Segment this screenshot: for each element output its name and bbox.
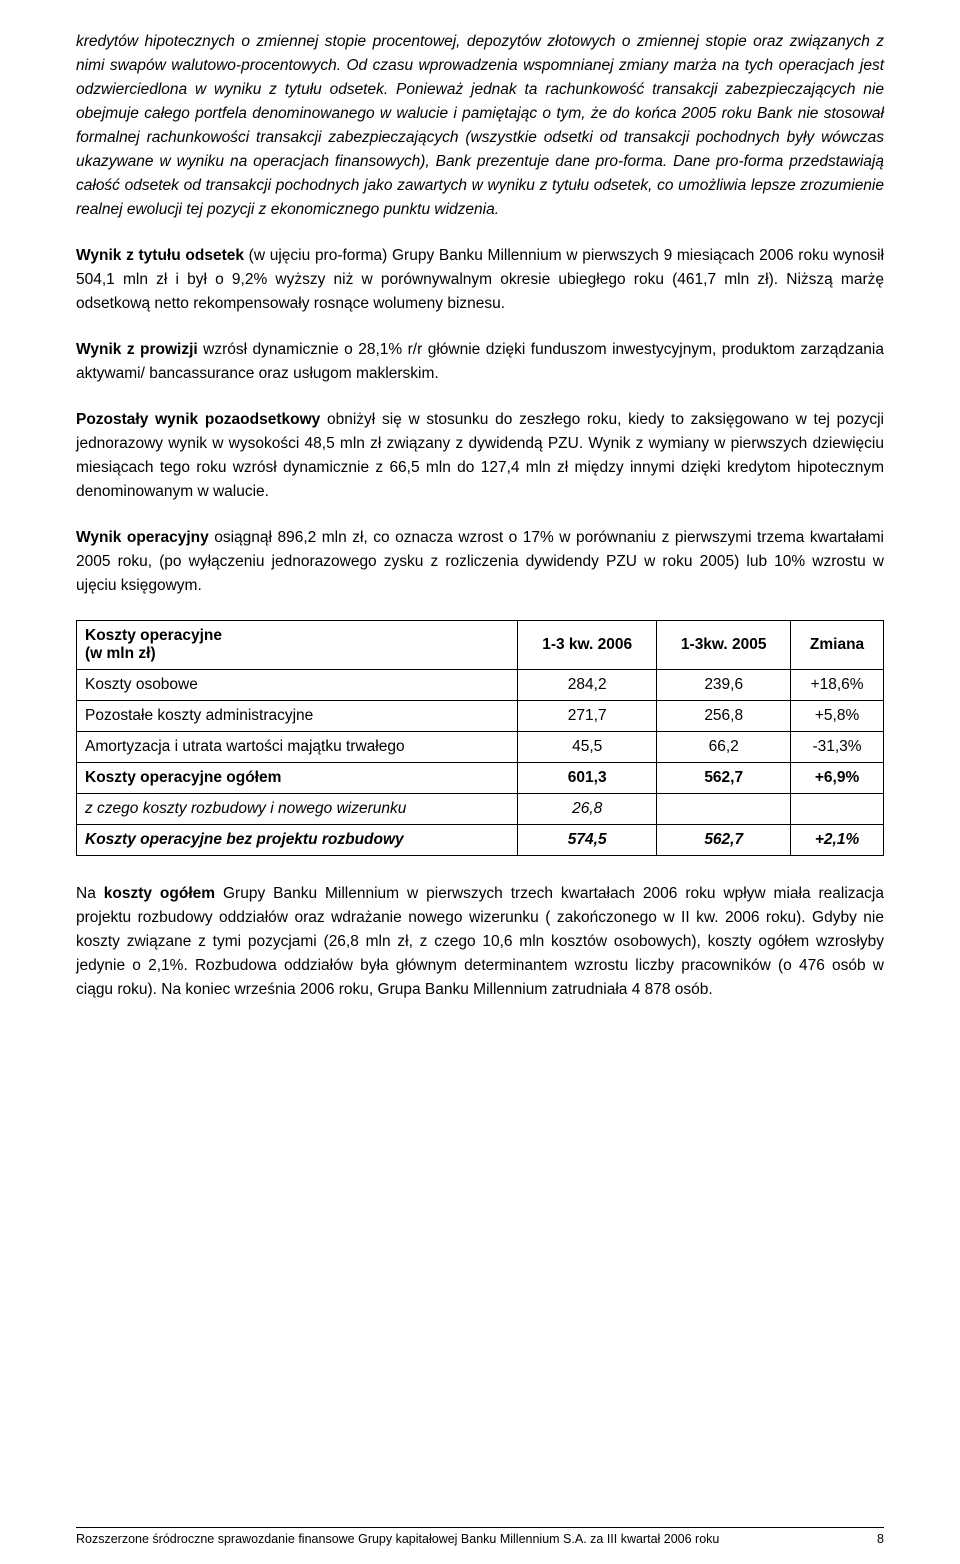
- row-label: z czego koszty rozbudowy i nowego wizeru…: [77, 794, 518, 825]
- header-2005: 1-3kw. 2005: [657, 621, 791, 670]
- page-number: 8: [877, 1532, 884, 1546]
- row-value-2005: 239,6: [657, 670, 791, 701]
- row-change: -31,3%: [791, 732, 884, 763]
- row-label: Pozostałe koszty administracyjne: [77, 701, 518, 732]
- row-value-2006: 26,8: [518, 794, 657, 825]
- row-label: Koszty osobowe: [77, 670, 518, 701]
- row-value-2006: 271,7: [518, 701, 657, 732]
- paragraph-pozostaly-wynik: Pozostały wynik pozaodsetkowy obniżył si…: [76, 408, 884, 504]
- table-row: Pozostałe koszty administracyjne271,7256…: [77, 701, 884, 732]
- table-row: Koszty operacyjne ogółem601,3562,7+6,9%: [77, 763, 884, 794]
- row-value-2005: 562,7: [657, 763, 791, 794]
- header-line1: Koszty operacyjne: [85, 627, 222, 644]
- footer-text: Rozszerzone śródroczne sprawozdanie fina…: [76, 1532, 719, 1546]
- row-value-2006: 45,5: [518, 732, 657, 763]
- costs-table: Koszty operacyjne (w mln zł) 1-3 kw. 200…: [76, 620, 884, 856]
- row-label: Koszty operacyjne bez projektu rozbudowy: [77, 825, 518, 856]
- header-zmiana: Zmiana: [791, 621, 884, 670]
- table-row: Koszty osobowe284,2239,6+18,6%: [77, 670, 884, 701]
- row-label: Amortyzacja i utrata wartości majątku tr…: [77, 732, 518, 763]
- paragraph-wynik-odsetek: Wynik z tytułu odsetek (w ujęciu pro-for…: [76, 244, 884, 316]
- table-row: Koszty operacyjne bez projektu rozbudowy…: [77, 825, 884, 856]
- bold-lead: koszty ogółem: [104, 885, 215, 902]
- row-change: [791, 794, 884, 825]
- page-footer: Rozszerzone śródroczne sprawozdanie fina…: [76, 1527, 884, 1546]
- bold-lead: Wynik z prowizji: [76, 341, 198, 358]
- header-koszty: Koszty operacyjne (w mln zł): [77, 621, 518, 670]
- para-rest: wzrósł dynamicznie o 28,1% r/r głównie d…: [76, 341, 884, 382]
- row-label: Koszty operacyjne ogółem: [77, 763, 518, 794]
- paragraph-wynik-operacyjny: Wynik operacyjny osiągnął 896,2 mln zł, …: [76, 526, 884, 598]
- table-row: Amortyzacja i utrata wartości majątku tr…: [77, 732, 884, 763]
- row-change: +18,6%: [791, 670, 884, 701]
- row-value-2005: [657, 794, 791, 825]
- row-change: +5,8%: [791, 701, 884, 732]
- bold-lead: Wynik operacyjny: [76, 529, 209, 546]
- table-row: z czego koszty rozbudowy i nowego wizeru…: [77, 794, 884, 825]
- row-change: +6,9%: [791, 763, 884, 794]
- row-value-2006: 574,5: [518, 825, 657, 856]
- row-value-2005: 562,7: [657, 825, 791, 856]
- row-change: +2,1%: [791, 825, 884, 856]
- row-value-2005: 66,2: [657, 732, 791, 763]
- row-value-2005: 256,8: [657, 701, 791, 732]
- table-header-row: Koszty operacyjne (w mln zł) 1-3 kw. 200…: [77, 621, 884, 670]
- row-value-2006: 601,3: [518, 763, 657, 794]
- bold-lead: Wynik z tytułu odsetek: [76, 247, 244, 264]
- paragraph-koszty-ogolem: Na koszty ogółem Grupy Banku Millennium …: [76, 882, 884, 1002]
- intro-italic-paragraph: kredytów hipotecznych o zmiennej stopie …: [76, 30, 884, 222]
- paragraph-wynik-prowizji: Wynik z prowizji wzrósł dynamicznie o 28…: [76, 338, 884, 386]
- para-pre: Na: [76, 885, 104, 902]
- bold-lead: Pozostały wynik pozaodsetkowy: [76, 411, 320, 428]
- header-line2: (w mln zł): [85, 645, 156, 662]
- header-2006: 1-3 kw. 2006: [518, 621, 657, 670]
- row-value-2006: 284,2: [518, 670, 657, 701]
